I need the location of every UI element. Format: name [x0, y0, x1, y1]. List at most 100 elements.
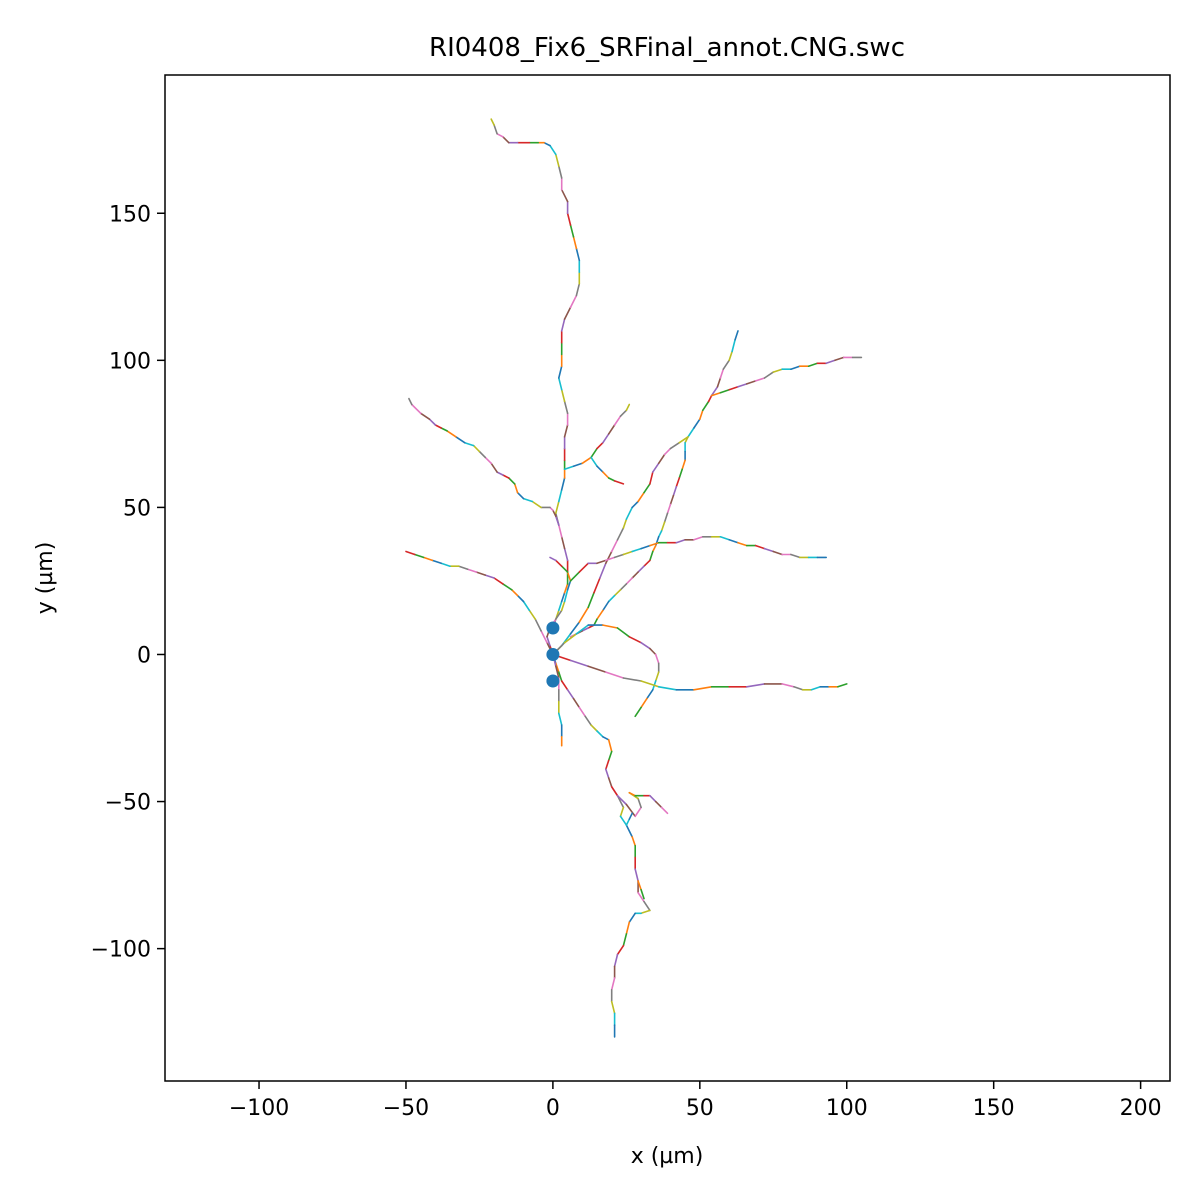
chart-title: RI0408_Fix6_SRFinal_annot.CNG.swc — [429, 33, 905, 63]
branch-13-segment-19 — [837, 683, 848, 688]
branch-12-segment-7 — [640, 641, 651, 650]
branch-6-segment-0 — [563, 465, 575, 471]
branch-0-segment-38 — [610, 1000, 616, 1015]
branch-5-segment-18 — [563, 424, 569, 438]
branch-8-segment-11 — [490, 462, 498, 473]
branch-12-segment-1 — [563, 633, 578, 644]
x-tick-label-1: −50 — [383, 1096, 429, 1121]
branch-9-segment-24 — [701, 400, 710, 412]
branch-2-segment-3 — [634, 806, 642, 818]
branch-8-segment-5 — [522, 497, 534, 503]
branch-16-segment-1 — [554, 665, 560, 679]
branch-8-segment-8 — [507, 477, 516, 485]
branch-11-segment-4 — [678, 468, 684, 479]
branch-17-segment-12 — [675, 538, 686, 544]
branch-5-segment-20 — [563, 400, 569, 415]
x-tick-label-6: 200 — [1120, 1096, 1162, 1121]
branch-11-segment-3 — [681, 459, 686, 471]
branch-12-segment-2 — [575, 624, 590, 635]
branch-6-segment-1 — [572, 462, 584, 468]
branch-0-segment-30 — [628, 912, 637, 924]
soma-marker-0 — [546, 621, 560, 635]
branch-1-segment-1 — [640, 888, 645, 900]
branch-5-segment-34 — [572, 236, 578, 250]
branch-11-segment-22 — [602, 600, 610, 612]
branch-17-segment-17 — [719, 535, 731, 541]
branch-4-segment-5 — [660, 806, 669, 815]
branch-6-segment-9 — [625, 403, 631, 412]
branch-3-segment-1 — [628, 812, 634, 821]
branch-0-segment-7 — [584, 715, 592, 726]
branch-9-segment-18 — [663, 447, 672, 456]
branch-9-segment-17 — [657, 453, 666, 465]
branch-11-segment-8 — [666, 503, 672, 515]
branch-17-segment-3 — [596, 559, 607, 565]
branch-15-segment-6 — [510, 588, 519, 597]
branch-9-segment-10 — [622, 518, 628, 529]
branch-5-segment-9 — [557, 524, 563, 538]
branch-7-segment-0 — [590, 456, 598, 468]
plot-area — [405, 118, 863, 1038]
branch-11-segment-24 — [593, 618, 598, 626]
branch-9-segment-11 — [625, 506, 634, 521]
branch-9-segment-29 — [722, 359, 731, 371]
branch-10-segment-13 — [825, 359, 836, 365]
branch-7-segment-2 — [602, 471, 610, 479]
branch-6-segment-5 — [602, 433, 610, 444]
branch-14-segment-11 — [549, 556, 557, 562]
branch-17-segment-19 — [737, 541, 748, 547]
branch-15-segment-12 — [458, 565, 469, 571]
x-axis-ticks: −100 −50 0 50 100 150 200 — [229, 1081, 1162, 1121]
branch-8-segment-22 — [410, 403, 422, 415]
branch-12-segment-6 — [628, 635, 642, 644]
branch-9-segment-16 — [651, 462, 660, 473]
branch-9-segment-9 — [616, 527, 625, 541]
branch-17-segment-4 — [604, 556, 616, 562]
branch-15-segment-4 — [522, 600, 531, 612]
branch-0-segment-18 — [619, 806, 625, 818]
branch-13-segment-8 — [693, 685, 713, 691]
branch-5-segment-36 — [566, 212, 572, 226]
branch-0-segment-21 — [631, 836, 637, 847]
branch-11-segment-10 — [660, 521, 666, 532]
branch-8-segment-4 — [531, 500, 542, 509]
branch-8-segment-1 — [552, 509, 557, 518]
branch-6-segment-8 — [619, 409, 628, 418]
branch-5-segment-38 — [560, 188, 569, 203]
x-tick-label-5: 150 — [973, 1096, 1015, 1121]
branch-17-segment-14 — [693, 535, 704, 541]
branch-5-segment-2 — [557, 600, 563, 612]
branch-11-segment-26 — [581, 627, 590, 632]
branch-13-segment-2 — [587, 665, 607, 673]
branch-11-segment-20 — [613, 588, 622, 597]
y-tick-label-0: −100 — [91, 938, 151, 963]
branch-2-segment-2 — [625, 803, 637, 818]
branch-8-segment-15 — [463, 441, 475, 447]
branch-8-segment-0 — [554, 515, 560, 526]
branch-6-segment-4 — [596, 441, 604, 450]
branch-13-segment-14 — [793, 685, 804, 691]
branch-0-segment-32 — [622, 933, 628, 947]
branch-12-segment-14 — [640, 697, 648, 709]
branch-5-segment-22 — [557, 377, 563, 391]
x-tick-label-4: 100 — [826, 1096, 868, 1121]
branch-9-segment-6 — [599, 562, 607, 579]
branch-9-segment-32 — [734, 330, 739, 341]
branch-0-segment-12 — [607, 750, 613, 762]
branch-0-segment-28 — [640, 909, 651, 915]
branch-7-segment-1 — [596, 465, 604, 473]
branch-11-segment-7 — [669, 494, 675, 506]
branch-0-segment-5 — [572, 697, 581, 709]
branch-9-segment-31 — [731, 338, 736, 353]
branch-3-segment-0 — [625, 818, 631, 826]
branch-11-segment-16 — [637, 565, 645, 573]
branch-15-segment-5 — [516, 594, 525, 603]
branch-17-segment-22 — [763, 547, 775, 553]
branch-5-segment-43 — [543, 141, 551, 147]
branch-5-segment-33 — [575, 247, 581, 262]
branch-9-segment-22 — [693, 418, 701, 429]
branch-15-segment-9 — [484, 574, 495, 579]
branch-0-segment-20 — [625, 824, 634, 838]
branch-13-segment-6 — [657, 685, 678, 691]
